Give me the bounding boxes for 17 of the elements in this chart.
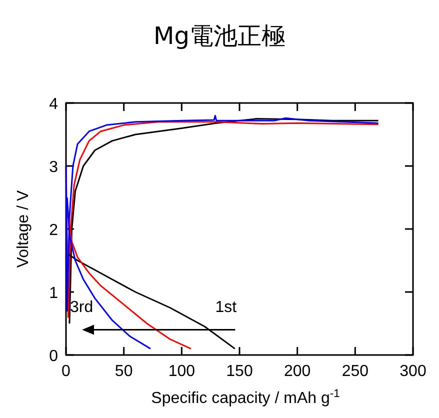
x-tick-label: 50 (114, 363, 133, 380)
y-tick-label: 4 (49, 96, 58, 113)
x-axis-title: Specific capacity / mAh g$^{-1}$ (151, 388, 340, 407)
x-tick-label: 100 (168, 363, 196, 380)
y-tick-label: 2 (49, 222, 58, 239)
annotation: 1st (215, 298, 238, 316)
x-tick-label: 250 (342, 363, 369, 380)
y-tick-label: 0 (49, 348, 58, 365)
y-tick-label: 1 (49, 285, 58, 302)
chart-title: Mg電池正極 (154, 22, 286, 50)
x-tick-label: 0 (62, 363, 71, 380)
y-axis-title: Voltage / V (15, 190, 32, 268)
x-tick-label: 300 (400, 363, 426, 380)
x-tick-label: 200 (284, 363, 311, 380)
x-tick-label: 150 (226, 363, 253, 380)
annotation: 3rd (70, 298, 94, 316)
y-tick-label: 3 (49, 159, 58, 176)
